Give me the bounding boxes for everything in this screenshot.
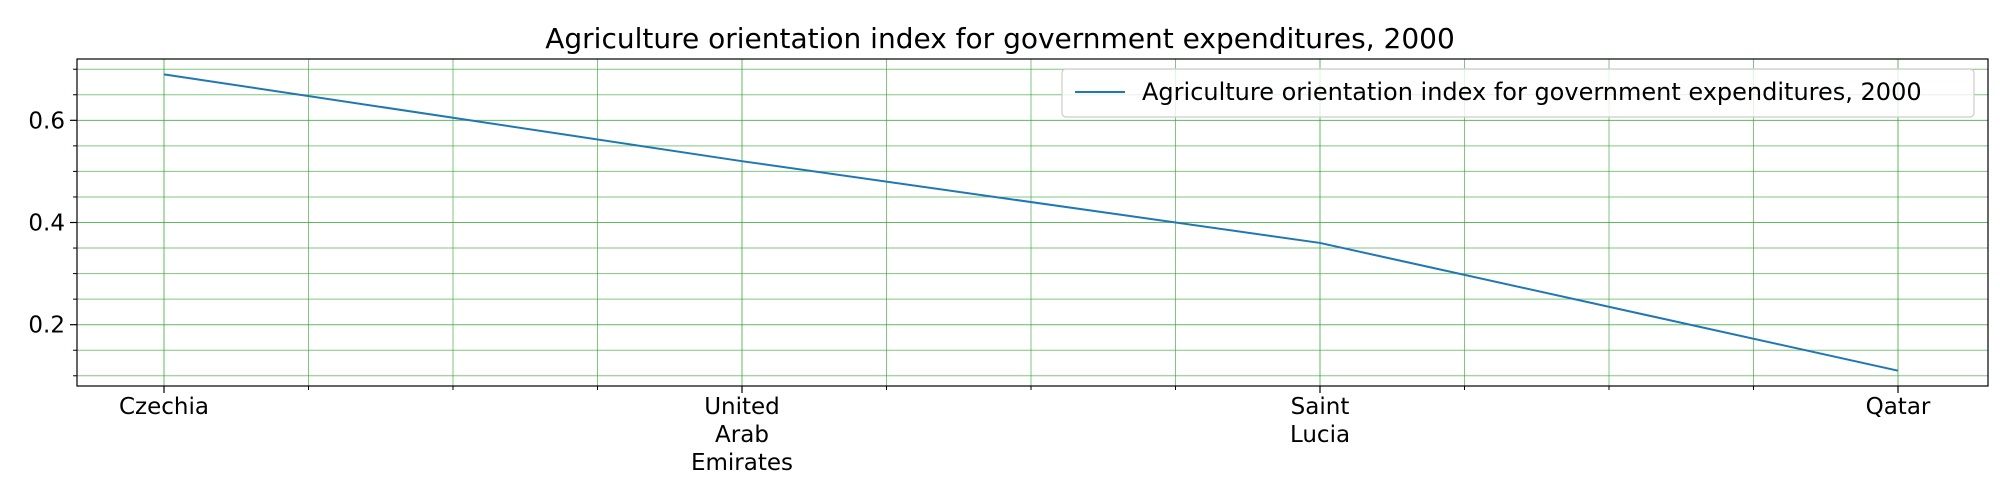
x-tick-label: Czechia: [119, 394, 209, 420]
axes: 0.2 0.4 0.6 Czechia United Arab Emirates Saint L…: [28, 58, 1989, 476]
x-tick-label: Saint Lucia: [1290, 394, 1350, 448]
series-layer: [163, 73, 1899, 372]
x-tick-label: United Arab Emirates: [691, 394, 793, 476]
y-tick-label: 0.2: [28, 313, 65, 339]
chart-title: Agriculture orientation index for govern…: [545, 22, 1455, 55]
legend-frame: [1061, 68, 1975, 118]
series-line: [163, 73, 1899, 372]
y-tick-label: 0.6: [28, 108, 65, 134]
legend-label: Agriculture orientation index for govern…: [1142, 78, 1922, 106]
y-tick-label: 0.4: [28, 211, 65, 237]
x-tick-label: Qatar: [1866, 394, 1931, 420]
legend: Agriculture orientation index for govern…: [1061, 68, 1975, 118]
